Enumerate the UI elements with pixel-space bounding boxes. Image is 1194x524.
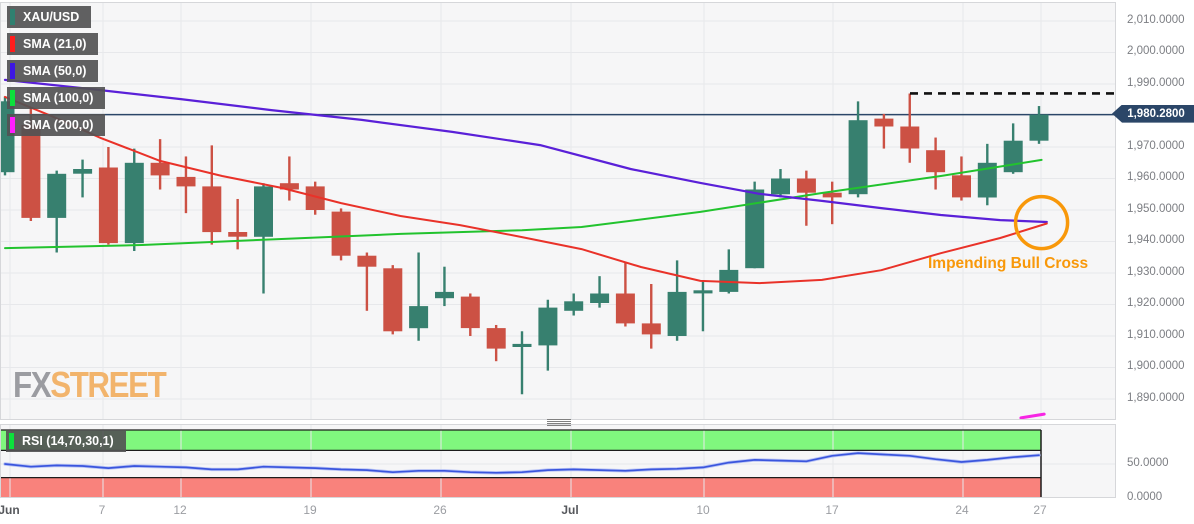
time-axis-label: 12	[173, 503, 187, 517]
price-axis-label: 1,930.0000	[1127, 265, 1185, 278]
time-axis-label: Jun	[0, 503, 20, 517]
legend-symbol-label: XAU/USD	[23, 10, 80, 24]
price-axis-label: 1,920.0000	[1127, 297, 1185, 309]
legend-symbol[interactable]: XAU/USD	[7, 6, 92, 28]
bull-cross-annotation: Impending Bull Cross	[928, 255, 1089, 272]
price-axis-label: 1,940.0000	[1127, 234, 1185, 246]
fxstreet-logo-street: STREET	[50, 364, 167, 405]
price-axis-label: 1,970.0000	[1127, 139, 1185, 152]
time-axis-label: 10	[696, 503, 710, 517]
legend-sma21-label: SMA (21,0)	[23, 37, 87, 51]
legend-sma50-label: SMA (50,0)	[23, 64, 87, 78]
sma100-line	[4, 158, 1043, 250]
rsi-panel[interactable]	[0, 424, 1116, 498]
price-axis-label: 1,910.0000	[1127, 328, 1185, 341]
price-chart-canvas[interactable]	[1, 3, 1115, 419]
fxstreet-logo: FXSTREET	[13, 364, 167, 406]
rsi-bands	[1, 430, 1041, 497]
legend-sma50[interactable]: SMA (50,0)	[7, 60, 99, 82]
time-axis-label: 7	[98, 503, 106, 517]
sma21-color-marker	[10, 36, 15, 52]
legend-rsi[interactable]: RSI (14,70,30,1)	[6, 430, 126, 452]
sma200-line	[1019, 412, 1046, 419]
sma50-line	[3, 78, 1048, 224]
sma100-color-marker	[10, 90, 15, 106]
bull-cross-circle	[1013, 194, 1070, 251]
time-axis-label: 26	[433, 503, 447, 517]
price-axis-label: 1,900.0000	[1127, 360, 1185, 372]
legend-rsi-label: RSI (14,70,30,1)	[22, 434, 114, 448]
rsi-color-marker	[9, 433, 14, 449]
current-price-badge: 1,980.2800	[1112, 104, 1194, 123]
rsi-axis-label: 50.0000	[1127, 456, 1169, 469]
price-axis-label: 1,950.0000	[1127, 202, 1185, 215]
price-axis-label: 1,960.0000	[1127, 171, 1185, 183]
time-axis-label: 27	[1033, 503, 1047, 517]
sma21-line	[4, 95, 1048, 285]
rsi-axis-label: 0.0000	[1127, 490, 1163, 503]
legend-sma100[interactable]: SMA (100,0)	[7, 87, 106, 109]
main-chart-panel[interactable]	[0, 2, 1116, 420]
rsi-chart-canvas[interactable]	[1, 425, 1115, 497]
legend-sma100-label: SMA (100,0)	[23, 91, 94, 105]
legend-sma21[interactable]: SMA (21,0)	[7, 33, 99, 55]
legend-sma200-label: SMA (200,0)	[23, 118, 94, 132]
panel-splitter-grip[interactable]	[547, 419, 571, 426]
sma50-color-marker	[10, 63, 15, 79]
grid-layer	[1, 3, 1115, 419]
price-axis-label: 1,990.0000	[1127, 76, 1185, 89]
price-axis-label: 1,890.0000	[1127, 391, 1185, 404]
time-axis-label: Jul	[561, 503, 579, 517]
candles-layer	[1, 93, 1049, 395]
legend-sma200[interactable]: SMA (200,0)	[7, 114, 106, 136]
fxstreet-logo-fx: FX	[13, 364, 52, 405]
symbol-color-marker	[10, 9, 15, 25]
time-axis-label: 17	[825, 503, 839, 517]
rsi-grid	[1, 425, 1115, 497]
rsi-line	[3, 451, 1041, 475]
price-axis-label: 2,010.0000	[1127, 13, 1185, 26]
price-axis-label: 2,000.0000	[1127, 45, 1185, 57]
sma200-color-marker	[10, 117, 15, 133]
time-axis-label: 19	[303, 503, 317, 517]
time-axis-label: 24	[955, 503, 969, 517]
